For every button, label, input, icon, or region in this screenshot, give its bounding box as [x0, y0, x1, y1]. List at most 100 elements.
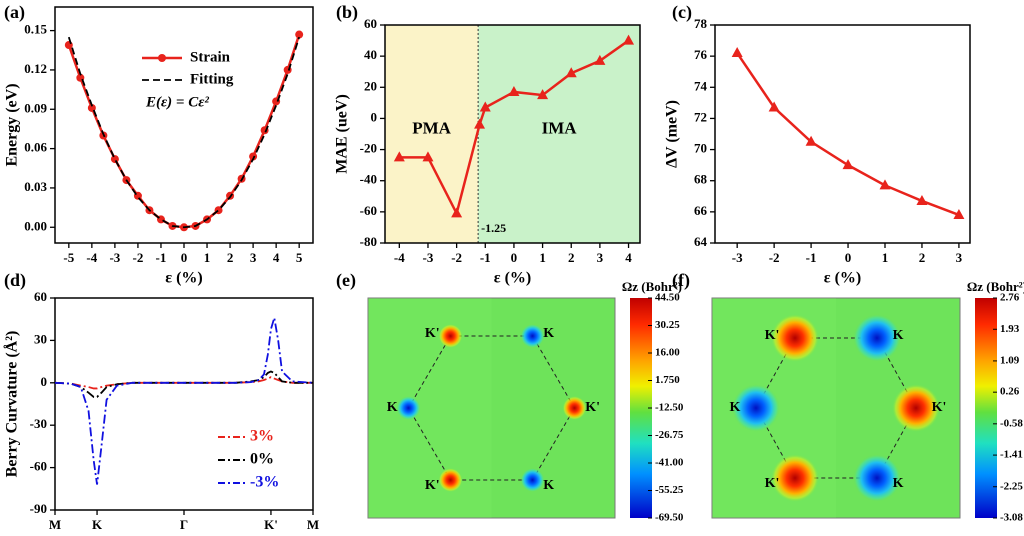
panel-label: (c)	[672, 2, 692, 23]
y-tick-label: 0.00	[24, 218, 47, 233]
legend-marker	[158, 54, 166, 62]
x-tick-label: -3	[732, 250, 743, 265]
data-point	[479, 101, 491, 112]
colorbar-tick-label: 1.93	[1000, 323, 1020, 335]
colorbar-tick-label: -12.50	[655, 402, 684, 414]
x-axis-title: ε (%)	[824, 270, 862, 287]
region	[478, 25, 640, 243]
point-label: K	[893, 476, 904, 491]
y-tick-label: -60	[30, 459, 47, 474]
x-tick-label: 0	[181, 250, 188, 265]
point-label: K	[543, 478, 554, 493]
x-tick-label: -5	[63, 250, 74, 265]
y-axis-title: ΔV (meV)	[664, 100, 681, 168]
series-line	[54, 370, 313, 398]
y-tick-label: 0.03	[24, 179, 47, 194]
y-axis-title: Energy (eV)	[4, 83, 21, 166]
annotation: E(ε) = Cε²	[145, 94, 209, 110]
colorbar-tick-label: -1.41	[1000, 449, 1023, 461]
legend-label: -3%	[250, 474, 279, 491]
y-tick-label: 66	[694, 203, 708, 218]
colorbar-tick-label: -0.58	[1000, 417, 1023, 429]
y-tick-label: 0.09	[24, 100, 47, 115]
curvature-peak	[520, 468, 545, 492]
y-tick-label: -80	[360, 234, 377, 249]
data-point	[594, 54, 606, 65]
colorbar-tick-label: -69.50	[655, 512, 684, 524]
colorbar	[975, 298, 997, 518]
x-tick-label: 1	[882, 250, 889, 265]
y-tick-label: 60	[364, 16, 377, 31]
x-tick-label: 2	[227, 250, 234, 265]
x-tick-label: 4	[273, 250, 280, 265]
legend-label: Fitting	[190, 71, 234, 87]
point-label: K'	[765, 328, 780, 343]
series-line	[736, 52, 960, 217]
x-tick-label: 1	[204, 250, 211, 265]
curvature-peak	[396, 396, 421, 420]
x-tick-label: 4	[625, 250, 632, 265]
series-line	[67, 36, 301, 229]
data-point	[842, 159, 854, 170]
data-point	[393, 151, 405, 162]
y-tick-label: 64	[694, 234, 708, 249]
curvature-peak	[853, 454, 901, 502]
point-label: K	[543, 326, 554, 341]
y-axis-title: MAE (ueV)	[334, 94, 351, 174]
data-point	[451, 207, 463, 218]
data-point	[565, 67, 577, 78]
x-tick-label: -4	[86, 250, 97, 265]
curvature-peak	[853, 314, 901, 362]
data-point	[474, 118, 486, 129]
map-shade	[368, 298, 492, 518]
curvature-peak	[438, 324, 463, 348]
plot-frame	[54, 6, 314, 244]
panel-label: (a)	[4, 2, 25, 23]
x-tick-label: -1	[806, 250, 817, 265]
x-tick-label: 3	[597, 250, 604, 265]
y-tick-label: -20	[360, 141, 377, 156]
panel-label: (f)	[672, 270, 690, 291]
y-tick-label: 72	[694, 109, 707, 124]
region	[385, 25, 479, 243]
threshold-label: -1.25	[481, 221, 506, 235]
x-tick-label: -3	[423, 250, 434, 265]
legend-label: 0%	[250, 451, 274, 468]
y-tick-label: 68	[694, 172, 708, 187]
y-tick-label: -90	[30, 501, 47, 516]
curvature-peak	[892, 384, 940, 432]
y-tick-label: 0	[371, 109, 378, 124]
data-point	[731, 47, 743, 58]
panel-label: (e)	[336, 270, 356, 291]
y-tick-label: -40	[360, 172, 377, 187]
x-tick-label: -1	[480, 250, 491, 265]
x-tick-label: 0	[845, 250, 852, 265]
data-point	[623, 34, 635, 45]
colorbar-tick-label: -41.00	[655, 457, 684, 469]
y-tick-label: 70	[694, 141, 707, 156]
legend-label: Strain	[190, 49, 231, 65]
data-point	[110, 155, 119, 164]
x-tick-label: 2	[568, 250, 575, 265]
panel-label: (b)	[336, 2, 358, 23]
x-tick-label: K	[92, 517, 103, 532]
colorbar-title: Ωz (Bohr²)	[622, 279, 682, 294]
y-tick-label: -30	[30, 416, 47, 431]
colorbar-title: Ωz (Bohr²)	[967, 279, 1024, 294]
colorbar-tick-label: -55.25	[655, 484, 684, 496]
data-point	[768, 101, 780, 112]
x-axis-title: ε (%)	[494, 270, 532, 287]
x-tick-label: 2	[919, 250, 926, 265]
point-label: K'	[765, 476, 780, 491]
series-line	[54, 317, 314, 485]
point-label: K'	[585, 400, 600, 415]
y-tick-label: 76	[694, 47, 708, 62]
point-label: K	[730, 400, 741, 415]
data-point	[953, 208, 965, 219]
x-tick-label: M	[307, 517, 319, 532]
data-point	[916, 194, 928, 205]
point-label: K'	[425, 326, 440, 341]
curvature-peak	[438, 468, 463, 492]
plot-frame	[54, 297, 314, 511]
